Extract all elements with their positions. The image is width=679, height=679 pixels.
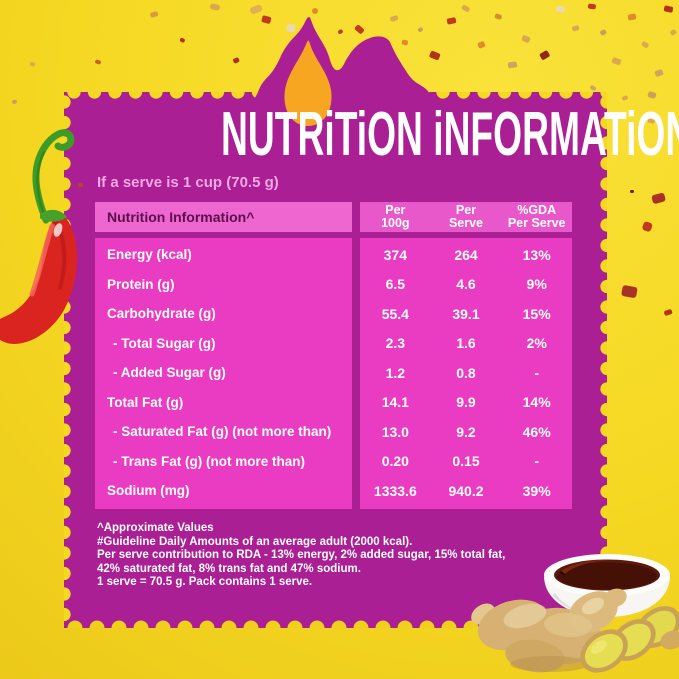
column-header-per-serve: Per Serve [448,203,484,230]
nutrition-panel: NUTRiTiON iNFORMATiON If a serve is 1 cu… [64,17,679,628]
table-row: 6.5 4.6 9% [385,276,547,293]
row-label: Carbohydrate (g) [107,306,216,321]
column-header-gda: %GDA Per Serve [507,203,566,230]
column-header-per-100g: Per 100g [381,203,410,230]
table-header-columns: Per 100g Per Serve %GDA Per Serve [360,202,572,232]
table-header-label: Nutrition Information^ [95,202,352,232]
table-values-block: 374 264 13% 6.5 4.6 9% 55.4 39.1 15% 2.3 1.6 2% … [360,238,572,509]
panel-title: NUTRiTiON iNFORMATiON [221,100,679,169]
table-row: 55.4 39.1 15% [381,305,551,322]
table-row: 2.3 1.6 2% [385,335,547,352]
scalloped-edge-right [599,92,607,628]
footnote-line: ^Approximate Values [97,522,214,534]
flake-speck-icon [78,183,83,187]
table-row: 1.2 0.8- [385,364,539,381]
row-label: - Trans Fat (g) (not more than) [113,453,305,469]
table-labels-block: Energy (kcal) Protein (g) Carbohydrate (… [95,238,352,509]
table-row: 0.20 0.15- [381,453,539,470]
row-label: Protein (g) [107,276,175,292]
row-label: - Total Sugar (g) [113,335,216,351]
scalloped-edge-top [64,92,607,100]
table-row: 1333.6 940.2 39% [373,482,551,499]
scalloped-edge-left [64,92,72,628]
serving-size-note: If a serve is 1 cup (70.5 g) [97,174,279,191]
footnote-line: Per serve contribution to RDA - 13% ener… [97,549,506,562]
footnote-line: 42% saturated fat, 8% trans fat and 47% … [97,562,361,575]
row-label: Energy (kcal) [107,247,192,262]
row-label: Sodium (mg) [107,483,190,498]
footnotes: ^Approximate Values #Guideline Daily Amo… [97,522,505,590]
row-label: Total Fat (g) [107,394,184,410]
row-label: - Saturated Fat (g) (not more than) [113,424,332,439]
scalloped-edge-bottom [64,620,607,628]
table-row: 14.1 9.9 14% [381,394,551,411]
footnote-line: 1 serve = 70.5 g. Pack contains 1 serve. [97,576,313,589]
footnote-line: #Guideline Daily Amounts of an average a… [97,535,413,548]
table-row: 13.0 9.2 46% [381,423,551,440]
row-label: - Added Sugar (g) [113,365,226,380]
table-row: 374 264 13% [383,246,551,263]
